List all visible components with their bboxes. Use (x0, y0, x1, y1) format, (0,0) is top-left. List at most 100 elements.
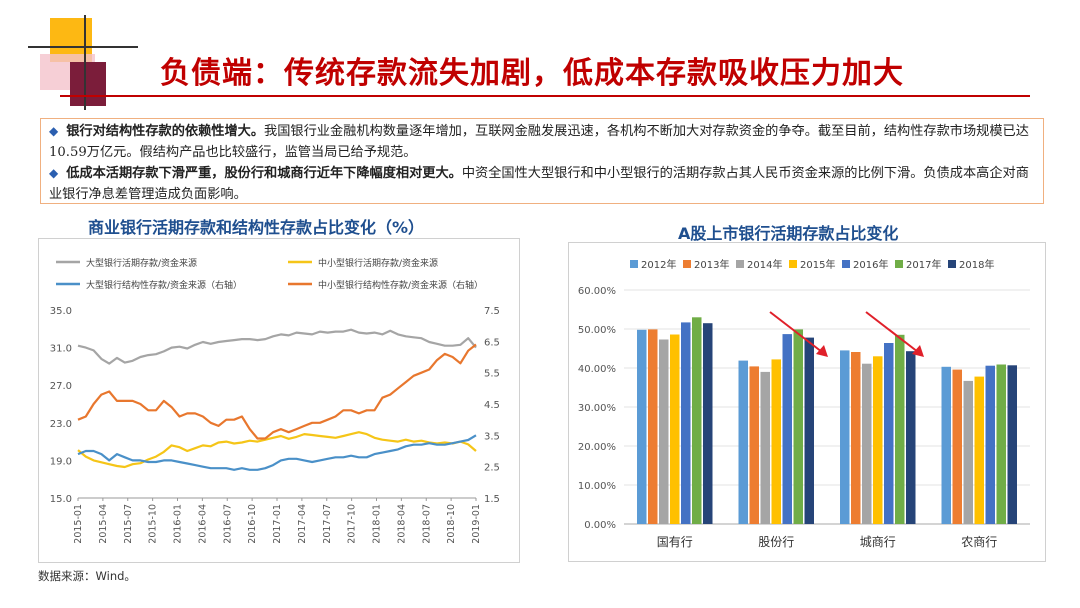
y-tick-label: 10.00% (578, 481, 616, 492)
bar (771, 359, 781, 524)
legend-label: 大型银行活期存款/资金来源 (86, 257, 197, 269)
y-tick-label: 15.0 (50, 494, 72, 505)
legend-swatch (895, 260, 903, 268)
bullet-text: 我国银行业金融机构数量逐年增加，互联网金融发展迅速，各机构不断加大对存款资金的争… (49, 124, 1029, 160)
y-tick-label: 60.00% (578, 286, 616, 297)
category-label: 农商行 (961, 534, 997, 549)
y-tick-label: 40.00% (578, 364, 616, 375)
category-label: 城商行 (860, 534, 896, 549)
trend-arrow-2 (865, 311, 919, 353)
y-tick-label: 27.0 (50, 381, 72, 392)
x-tick-label: 2017-10 (347, 504, 358, 544)
y2-tick-label: 3.5 (484, 431, 500, 442)
legend-label: 大型银行结构性存款/资金来源（右轴） (86, 279, 242, 291)
x-tick-label: 2015-10 (148, 504, 159, 544)
bar-chart-title: A股上市银行活期存款占比变化 (678, 224, 899, 243)
legend-swatch (683, 260, 691, 268)
bar (851, 352, 861, 524)
legend-label: 2013年 (694, 258, 729, 271)
bar (637, 329, 647, 524)
legend-label: 2014年 (747, 258, 782, 271)
bar (952, 369, 962, 524)
bar (985, 365, 995, 524)
x-tick-label: 2016-04 (197, 504, 208, 544)
y-tick-label: 0.00% (584, 520, 616, 531)
x-tick-label: 2017-04 (297, 504, 308, 544)
arrow-head-1 (816, 345, 828, 357)
bar (760, 371, 770, 524)
legend-swatch (789, 260, 797, 268)
bar (884, 343, 894, 524)
y2-tick-label: 6.5 (484, 337, 500, 348)
x-tick-label: 2018-01 (372, 504, 383, 544)
series-line (77, 343, 477, 440)
bullet-lead: 银行对结构性存款的依赖性增大。 (66, 124, 265, 139)
x-tick-label: 2018-04 (396, 504, 407, 544)
decor-hline (28, 46, 138, 48)
y-tick-label: 30.00% (578, 403, 616, 414)
bar (703, 323, 713, 524)
legend-label: 中小型银行结构性存款/资金来源（右轴） (318, 279, 483, 291)
y2-tick-label: 7.5 (484, 306, 500, 317)
bar (681, 322, 691, 524)
decor-maroon-block (70, 62, 106, 106)
bar (963, 380, 973, 524)
x-tick-label: 2016-10 (247, 504, 258, 544)
line-chart-title: 商业银行活期存款和结构性存款占比变化（%） (88, 218, 425, 237)
title-underline (60, 95, 1030, 97)
x-tick-label: 2017-07 (322, 504, 333, 544)
legend-swatch (630, 260, 638, 268)
bar (670, 334, 680, 524)
summary-box: ◆ 银行对结构性存款的依赖性增大。我国银行业金融机构数量逐年增加，互联网金融发展迅… (40, 118, 1044, 204)
y2-tick-label: 1.5 (484, 494, 500, 505)
x-tick-label: 2016-01 (173, 504, 184, 544)
bar (862, 363, 872, 524)
bar (793, 329, 803, 524)
y-tick-label: 23.0 (50, 419, 72, 430)
diamond-icon: ◆ (49, 124, 59, 138)
legend-label: 2015年 (800, 258, 835, 271)
bullet-lead: 低成本活期存款下滑严重，股份行和城商行近年下降幅度相对更大。 (66, 166, 462, 181)
legend-label: 2016年 (853, 258, 888, 271)
bar (996, 364, 1006, 524)
legend-swatch (842, 260, 850, 268)
category-label: 股份行 (758, 535, 794, 549)
legend-label: 中小型银行活期存款/资金来源 (318, 257, 438, 269)
x-tick-label: 2018-07 (421, 504, 432, 544)
y-tick-label: 19.0 (50, 456, 72, 467)
y2-tick-label: 4.5 (484, 400, 500, 411)
series-line (77, 328, 477, 365)
y-tick-label: 35.0 (50, 306, 72, 317)
bar (895, 334, 905, 524)
legend-swatch (948, 260, 956, 268)
page-title: 负债端：传统存款流失加剧，低成本存款吸收压力加大 (160, 56, 904, 91)
decor-vline (84, 15, 86, 110)
bullet-text: 中资全国性大型银行和中小型银行的活期存款占其人民币资金来源的比例下滑。负债成本高… (49, 166, 1029, 202)
x-tick-label: 2015-07 (123, 504, 134, 544)
bar (1007, 365, 1017, 524)
line-chart: 大型银行活期存款/资金来源 中小型银行活期存款/资金来源大型银行结构性存款/资金来… (38, 238, 520, 563)
bar (738, 360, 748, 524)
x-tick-label: 2015-01 (73, 504, 84, 544)
bar (692, 317, 702, 524)
x-tick-label: 2017-01 (272, 504, 283, 544)
y-tick-label: 50.00% (578, 325, 616, 336)
bar (840, 350, 850, 524)
x-tick-label: 2018-10 (446, 504, 457, 544)
y-tick-label: 20.00% (578, 442, 616, 453)
bar-chart: 2012年 2013年 2014年 2015年 2016年 2017年 2018年 60.0… (568, 242, 1046, 562)
bar (659, 339, 669, 524)
category-label: 国有行 (657, 535, 693, 549)
series-line (77, 434, 477, 471)
bar (974, 376, 984, 524)
x-tick-label: 2015-04 (98, 504, 109, 544)
trend-arrow-1 (769, 311, 823, 353)
legend-label: 2018年 (959, 258, 994, 271)
bullet-2: ◆ 低成本活期存款下滑严重，股份行和城商行近年下降幅度相对更大。中资全国性大型银行… (49, 163, 1035, 205)
bar (749, 366, 759, 524)
y-tick-label: 31.0 (50, 344, 72, 355)
diamond-icon: ◆ (49, 166, 59, 180)
legend-swatch (736, 260, 744, 268)
bullet-1: ◆ 银行对结构性存款的依赖性增大。我国银行业金融机构数量逐年增加，互联网金融发展迅… (49, 121, 1035, 163)
bar (873, 356, 883, 524)
